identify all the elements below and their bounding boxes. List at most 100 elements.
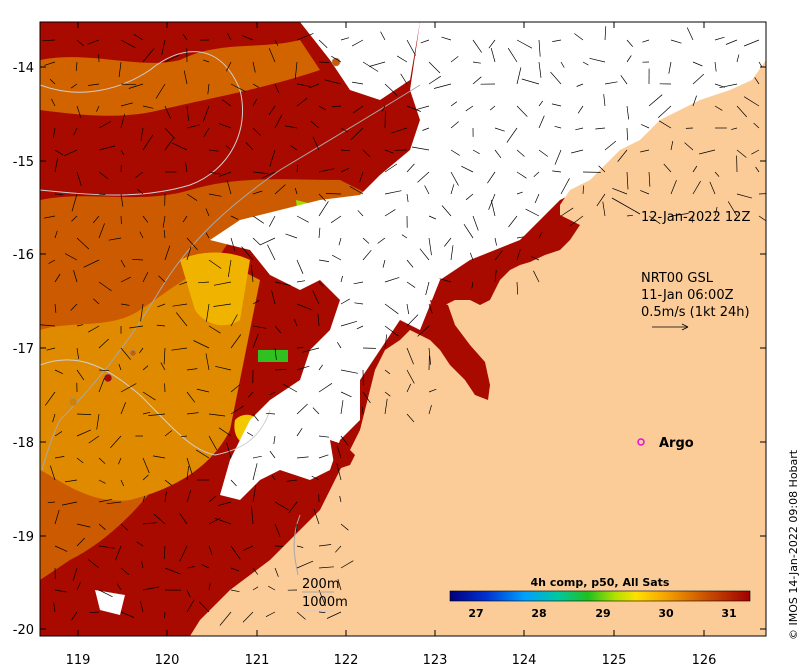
current-vector (714, 105, 723, 111)
current-vector (164, 567, 181, 575)
current-vector (115, 545, 122, 561)
current-vector (353, 281, 364, 285)
current-vector (227, 259, 232, 277)
current-vector (75, 61, 78, 71)
current-vector (487, 171, 496, 184)
current-vector (709, 181, 716, 195)
current-vector (318, 168, 335, 173)
current-vector (140, 127, 144, 141)
current-vector (754, 77, 760, 85)
current-vector (116, 583, 122, 591)
x-tick-label: 124 (512, 653, 537, 668)
current-vector (439, 278, 452, 283)
current-vector (252, 333, 259, 349)
current-vector (98, 281, 112, 292)
current-vector (76, 413, 92, 415)
current-vector (340, 560, 354, 569)
current-vector (332, 254, 342, 261)
current-vector (753, 122, 760, 129)
current-vector (142, 411, 151, 415)
current-vector (538, 39, 541, 57)
current-vector (377, 237, 386, 244)
current-vector (425, 281, 430, 296)
current-vector (120, 39, 136, 49)
contour-200m-label: 200m (302, 577, 339, 592)
current-vector (230, 479, 237, 487)
current-vector (225, 145, 232, 151)
current-vector (44, 61, 56, 66)
current-vector (96, 413, 100, 430)
current-vector (380, 31, 386, 41)
current-vector (76, 237, 90, 250)
current-vector (163, 230, 166, 239)
current-vector (230, 589, 240, 593)
current-vector (141, 561, 144, 569)
current-vector (252, 485, 257, 503)
map-frame (39, 21, 767, 637)
current-model-label: NRT00 GSL (641, 271, 714, 286)
current-vector (626, 55, 632, 63)
current-vector (350, 127, 364, 141)
current-vector (219, 171, 232, 177)
current-vector (160, 362, 166, 371)
current-vector (648, 94, 663, 107)
current-vector (335, 545, 342, 553)
x-tick: 122 (334, 22, 358, 668)
current-vector (274, 114, 283, 129)
current-vector (271, 474, 276, 481)
colorbar-tick-label: 30 (658, 607, 674, 620)
current-vector (318, 611, 326, 613)
current-vector (205, 232, 210, 239)
current-vector (318, 544, 332, 547)
current-vector (428, 347, 431, 365)
current-vector (736, 193, 752, 199)
current-vector (384, 398, 388, 415)
current-vector (180, 435, 188, 438)
current-vector (339, 495, 342, 503)
current-vector (186, 466, 189, 481)
current-vector (139, 347, 144, 354)
current-vector (461, 165, 474, 173)
current-vector (120, 383, 137, 393)
current-vector (337, 342, 342, 349)
current-vector (736, 105, 748, 118)
current-vector (222, 99, 232, 107)
current-vector (52, 413, 56, 423)
current-vector (98, 145, 116, 151)
current-vector (265, 611, 276, 618)
current-vector (54, 149, 64, 156)
current-vector (325, 193, 342, 195)
current-vector (318, 259, 330, 262)
current-vector (494, 237, 497, 246)
current-vector (252, 171, 269, 174)
current-vector (318, 589, 326, 607)
current-vector (626, 105, 630, 120)
current-vector (731, 127, 738, 130)
current-vector (406, 303, 410, 315)
current-vector (450, 101, 458, 107)
current-vector (185, 162, 188, 173)
current-vector (336, 445, 342, 459)
current-vector (193, 340, 210, 349)
current-vector (758, 215, 766, 222)
colorbar-tick-label: 28 (531, 607, 546, 620)
current-vector (164, 137, 174, 151)
current-vector (384, 190, 402, 195)
current-vector (384, 149, 394, 154)
current-vector (296, 456, 309, 459)
current-vector (76, 105, 82, 118)
current-vector (550, 71, 562, 85)
current-vector (293, 318, 298, 327)
current-vector (47, 501, 56, 504)
current-vector (465, 193, 474, 201)
current-vector (340, 127, 348, 133)
current-vector (45, 391, 56, 406)
current-vector (516, 149, 525, 157)
x-tick-label: 121 (245, 653, 270, 668)
current-vector (203, 127, 210, 137)
current-vector (162, 215, 166, 228)
current-vector (516, 105, 528, 117)
current-vector (76, 171, 82, 187)
current-vector (406, 163, 415, 173)
current-vector (186, 457, 193, 475)
